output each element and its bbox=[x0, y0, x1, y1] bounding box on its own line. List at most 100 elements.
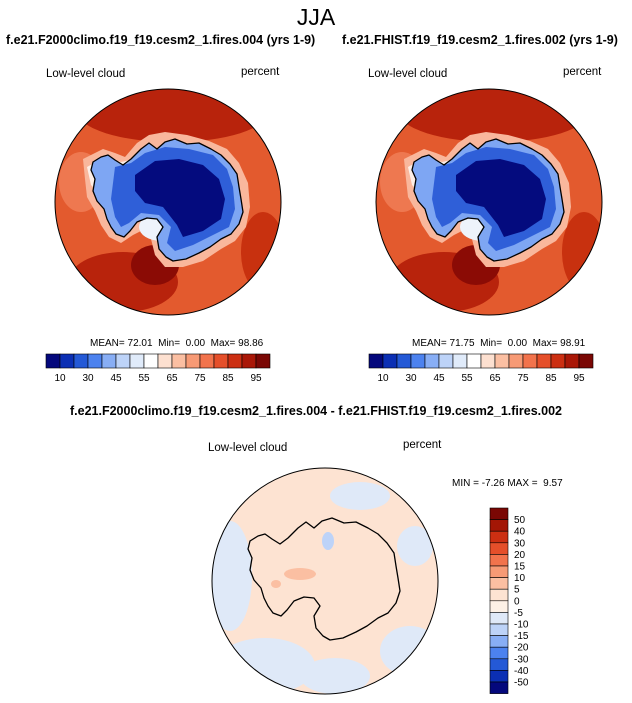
panel-1-colorbar-box bbox=[143, 353, 159, 369]
field-diff-negative-northeast bbox=[397, 526, 433, 566]
panel-2-map bbox=[375, 88, 603, 316]
field-diff-positive-west bbox=[271, 580, 281, 588]
field-diff-negative-south bbox=[300, 658, 370, 694]
panel-3-stats: MIN = -7.26 MAX = 9.57 bbox=[452, 478, 563, 489]
panel-1-colorbar-box bbox=[157, 353, 173, 369]
panel-3-min: -7.26 bbox=[481, 478, 505, 489]
panel-2-colorbar: 10 30 45 55 65 75 85 95 bbox=[368, 353, 594, 384]
panel-3-colorbar-tick: 50 bbox=[514, 515, 526, 526]
panel-3-colorbar-box bbox=[489, 519, 509, 532]
panel-1-colorbar-box bbox=[241, 353, 257, 369]
field-diff-positive-center bbox=[284, 568, 316, 580]
field-diff-negative-interior bbox=[322, 532, 334, 550]
panel-2-colorbar-box bbox=[396, 353, 412, 369]
panel-2-max: 98.91 bbox=[560, 338, 586, 349]
panel-2-colorbar-box bbox=[438, 353, 454, 369]
panel-2-colorbar-box bbox=[522, 353, 538, 369]
panel-1-colorbar-box bbox=[255, 353, 271, 369]
panel-1-mean: 72.01 bbox=[127, 338, 153, 349]
panel-2-map-border bbox=[375, 88, 603, 316]
panel-3-map bbox=[211, 467, 439, 695]
panel-3-colorbar-tick: 15 bbox=[514, 562, 526, 573]
panel-3-colorbar-box bbox=[489, 612, 509, 625]
page-title: JJA bbox=[296, 4, 336, 30]
panel-1-stats: MEAN= 72.01 Min= 0.00 Max= 98.86 bbox=[90, 338, 264, 349]
panel-2-colorbar-box bbox=[424, 353, 440, 369]
panel-2-colorbar-tick: 30 bbox=[405, 373, 417, 384]
field-diff-negative-west bbox=[212, 521, 252, 631]
panel-1-right-label: percent bbox=[241, 66, 280, 78]
panel-2-colorbar-box bbox=[382, 353, 398, 369]
panel-1-colorbar-tick: 85 bbox=[222, 373, 234, 384]
panel-1-colorbar-tick: 55 bbox=[138, 373, 150, 384]
panel-3-colorbar-box bbox=[489, 600, 509, 613]
panel-3-colorbar-box bbox=[489, 565, 509, 578]
panel-3-title: f.e21.F2000climo.f19_f19.cesm2_1.fires.0… bbox=[70, 404, 562, 418]
panel-3-colorbar-box bbox=[489, 681, 509, 694]
panel-2-coastline bbox=[411, 138, 565, 262]
panel-3-colorbar-box bbox=[489, 530, 509, 544]
field-interior-navy bbox=[456, 159, 546, 237]
panel-3-colorbar-tick: -30 bbox=[514, 654, 529, 665]
panel-3-colorbar-box bbox=[489, 658, 509, 671]
panel-2-stats: MEAN= 71.75 Min= 0.00 Max= 98.91 bbox=[412, 338, 586, 349]
panel-2-colorbar-tick: 55 bbox=[461, 373, 473, 384]
panel-3-colorbar-box bbox=[489, 588, 509, 602]
panel-3-colorbar-box bbox=[489, 623, 509, 636]
panel-1-colorbar-tick: 95 bbox=[250, 373, 262, 384]
panel-1-colorbar-tick: 65 bbox=[166, 373, 178, 384]
panel-1-coastline bbox=[90, 138, 244, 262]
panel-3-colorbar-box bbox=[489, 507, 509, 520]
panel-2-colorbar-tick: 75 bbox=[517, 373, 529, 384]
panel-2-colorbar-tick: 10 bbox=[377, 373, 389, 384]
panel-1-colorbar-box bbox=[101, 353, 117, 369]
field-diff-negative-north bbox=[330, 482, 390, 510]
panel-3-colorbar-tick: -5 bbox=[514, 608, 523, 619]
panel-3-colorbar-box bbox=[489, 670, 509, 683]
field-interior-navy bbox=[135, 159, 225, 237]
panel-1-colorbar-box bbox=[73, 353, 89, 369]
panel-3-colorbar-tick: -50 bbox=[514, 678, 529, 689]
panel-3-colorbar-tick: -40 bbox=[514, 666, 529, 677]
panel-2-colorbar-box bbox=[564, 353, 580, 369]
panel-3-colorbar-tick: -15 bbox=[514, 631, 529, 642]
panel-1-min: 0.00 bbox=[185, 338, 206, 349]
panel-2-title: f.e21.FHIST.f19_f19.cesm2_1.fires.002 (y… bbox=[342, 33, 618, 47]
panel-3-colorbar-tick: 30 bbox=[514, 538, 526, 549]
panel-3-colorbar-box bbox=[489, 646, 509, 660]
panel-1-left-label: Low-level cloud bbox=[46, 68, 126, 80]
panel-2-colorbar-box bbox=[480, 353, 496, 369]
panel-2-colorbar-box bbox=[508, 353, 524, 369]
panel-3-colorbar-box bbox=[489, 554, 509, 567]
panel-3-map-border bbox=[211, 467, 439, 695]
panel-3-colorbar-tick: 10 bbox=[514, 573, 526, 584]
panel-2-colorbar-box bbox=[452, 353, 468, 369]
panel-1-colorbar-box bbox=[227, 353, 243, 369]
panel-1-colorbar-box bbox=[213, 353, 229, 369]
panel-1-colorbar-box bbox=[129, 353, 145, 369]
panel-3-colorbar-box bbox=[489, 542, 509, 555]
panel-2-colorbar-tick: 95 bbox=[573, 373, 585, 384]
panel-1-map-border bbox=[54, 88, 282, 316]
field-high-north bbox=[78, 89, 268, 142]
panel-2-colorbar-box bbox=[578, 353, 594, 369]
panel-3-left-label: Low-level cloud bbox=[208, 442, 288, 454]
panel-2-colorbar-tick: 85 bbox=[545, 373, 557, 384]
panel-2-left-label: Low-level cloud bbox=[368, 68, 448, 80]
panel-3-colorbar-tick: 5 bbox=[514, 585, 520, 596]
panel-3-colorbar-box bbox=[489, 577, 509, 590]
panel-2-colorbar-box bbox=[536, 353, 552, 369]
panel-3-colorbar-tick: 20 bbox=[514, 550, 526, 561]
panel-1-colorbar-box bbox=[59, 353, 75, 369]
panel-2-min: 0.00 bbox=[507, 338, 528, 349]
panel-1-colorbar-box bbox=[199, 353, 215, 369]
panel-1-colorbar-tick: 30 bbox=[82, 373, 94, 384]
panel-1-colorbar-tick: 45 bbox=[110, 373, 122, 384]
panel-2-colorbar-box bbox=[466, 353, 482, 369]
field-diff-negative-southwest bbox=[215, 638, 315, 694]
panel-3-colorbar-tick: 40 bbox=[514, 527, 526, 538]
panel-1-colorbar: 10 30 45 55 65 75 85 95 bbox=[45, 353, 271, 384]
panel-3-colorbar-tick: 0 bbox=[514, 596, 520, 607]
panel-1-title: f.e21.F2000climo.f19_f19.cesm2_1.fires.0… bbox=[6, 33, 316, 47]
